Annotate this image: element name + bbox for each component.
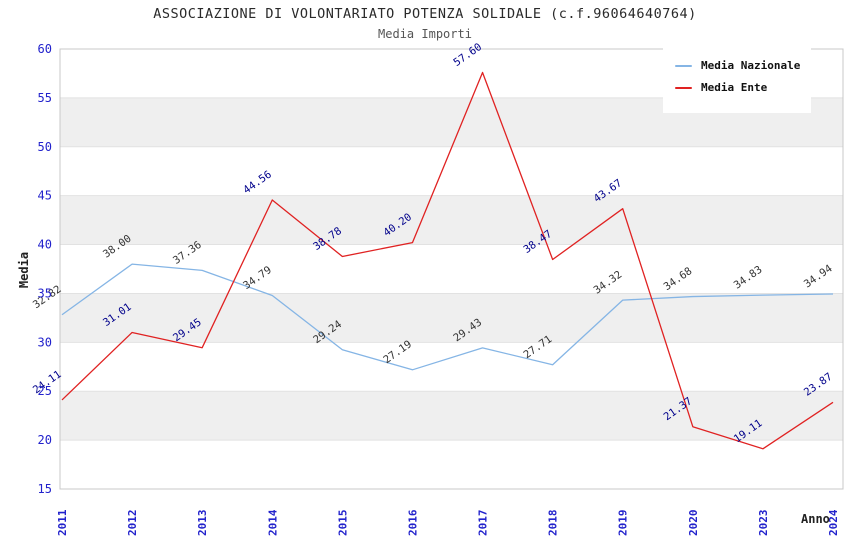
legend-label-media-ente: Media Ente: [701, 81, 768, 94]
y-tick-label: 30: [38, 335, 52, 349]
plot-frame: [59, 48, 844, 490]
chart-subtitle: Media Importi: [378, 27, 472, 41]
series-line-media-ente: [61, 71, 834, 450]
x-tick-label: 2014: [266, 509, 279, 536]
y-tick-label: 55: [38, 91, 52, 105]
x-tick-label: 2011: [56, 509, 69, 536]
plot-band: [60, 146, 843, 196]
plot-band: [60, 195, 843, 245]
plot-band: [60, 342, 843, 392]
x-axis-title: Anno: [801, 512, 830, 526]
x-tick-label: 2018: [547, 510, 560, 537]
plot-band: [60, 391, 843, 441]
y-axis-title: Media: [17, 252, 31, 288]
legend-line-swatch-nazionale: [675, 64, 692, 67]
y-tick-label: 35: [38, 286, 52, 300]
y-tick-label: 60: [38, 42, 52, 56]
chart-title: ASSOCIAZIONE DI VOLONTARIATO POTENZA SOL…: [153, 6, 697, 22]
y-tick-label: 40: [38, 238, 52, 252]
x-tick-label: 2020: [687, 510, 700, 537]
x-tick-label: 2015: [336, 510, 349, 537]
plot-band: [60, 293, 843, 343]
y-tick-label: 15: [38, 482, 52, 496]
legend-item-media-ente: Media Ente: [675, 81, 811, 94]
legend-item-media-nazionale: Media Nazionale: [675, 59, 811, 72]
y-tick-label: 50: [38, 140, 52, 154]
x-tick-label: 2013: [196, 510, 209, 537]
y-tick-label: 45: [38, 189, 52, 203]
y-tick-label: 25: [38, 384, 52, 398]
x-tick-label: 2024: [827, 509, 840, 536]
legend: Media Nazionale Media Ente: [663, 46, 811, 113]
plot-band: [60, 440, 843, 489]
x-tick-label: 2016: [406, 509, 419, 536]
x-tick-label: 2012: [126, 510, 139, 537]
series-line-media-nazionale: [61, 263, 834, 371]
legend-label-media-nazionale: Media Nazionale: [701, 59, 801, 72]
x-tick-label: 2023: [757, 510, 770, 537]
legend-line-swatch-ente: [675, 86, 692, 89]
x-tick-label: 2017: [477, 510, 490, 536]
y-tick-label: 20: [38, 433, 52, 447]
x-tick-label: 2019: [617, 510, 630, 537]
